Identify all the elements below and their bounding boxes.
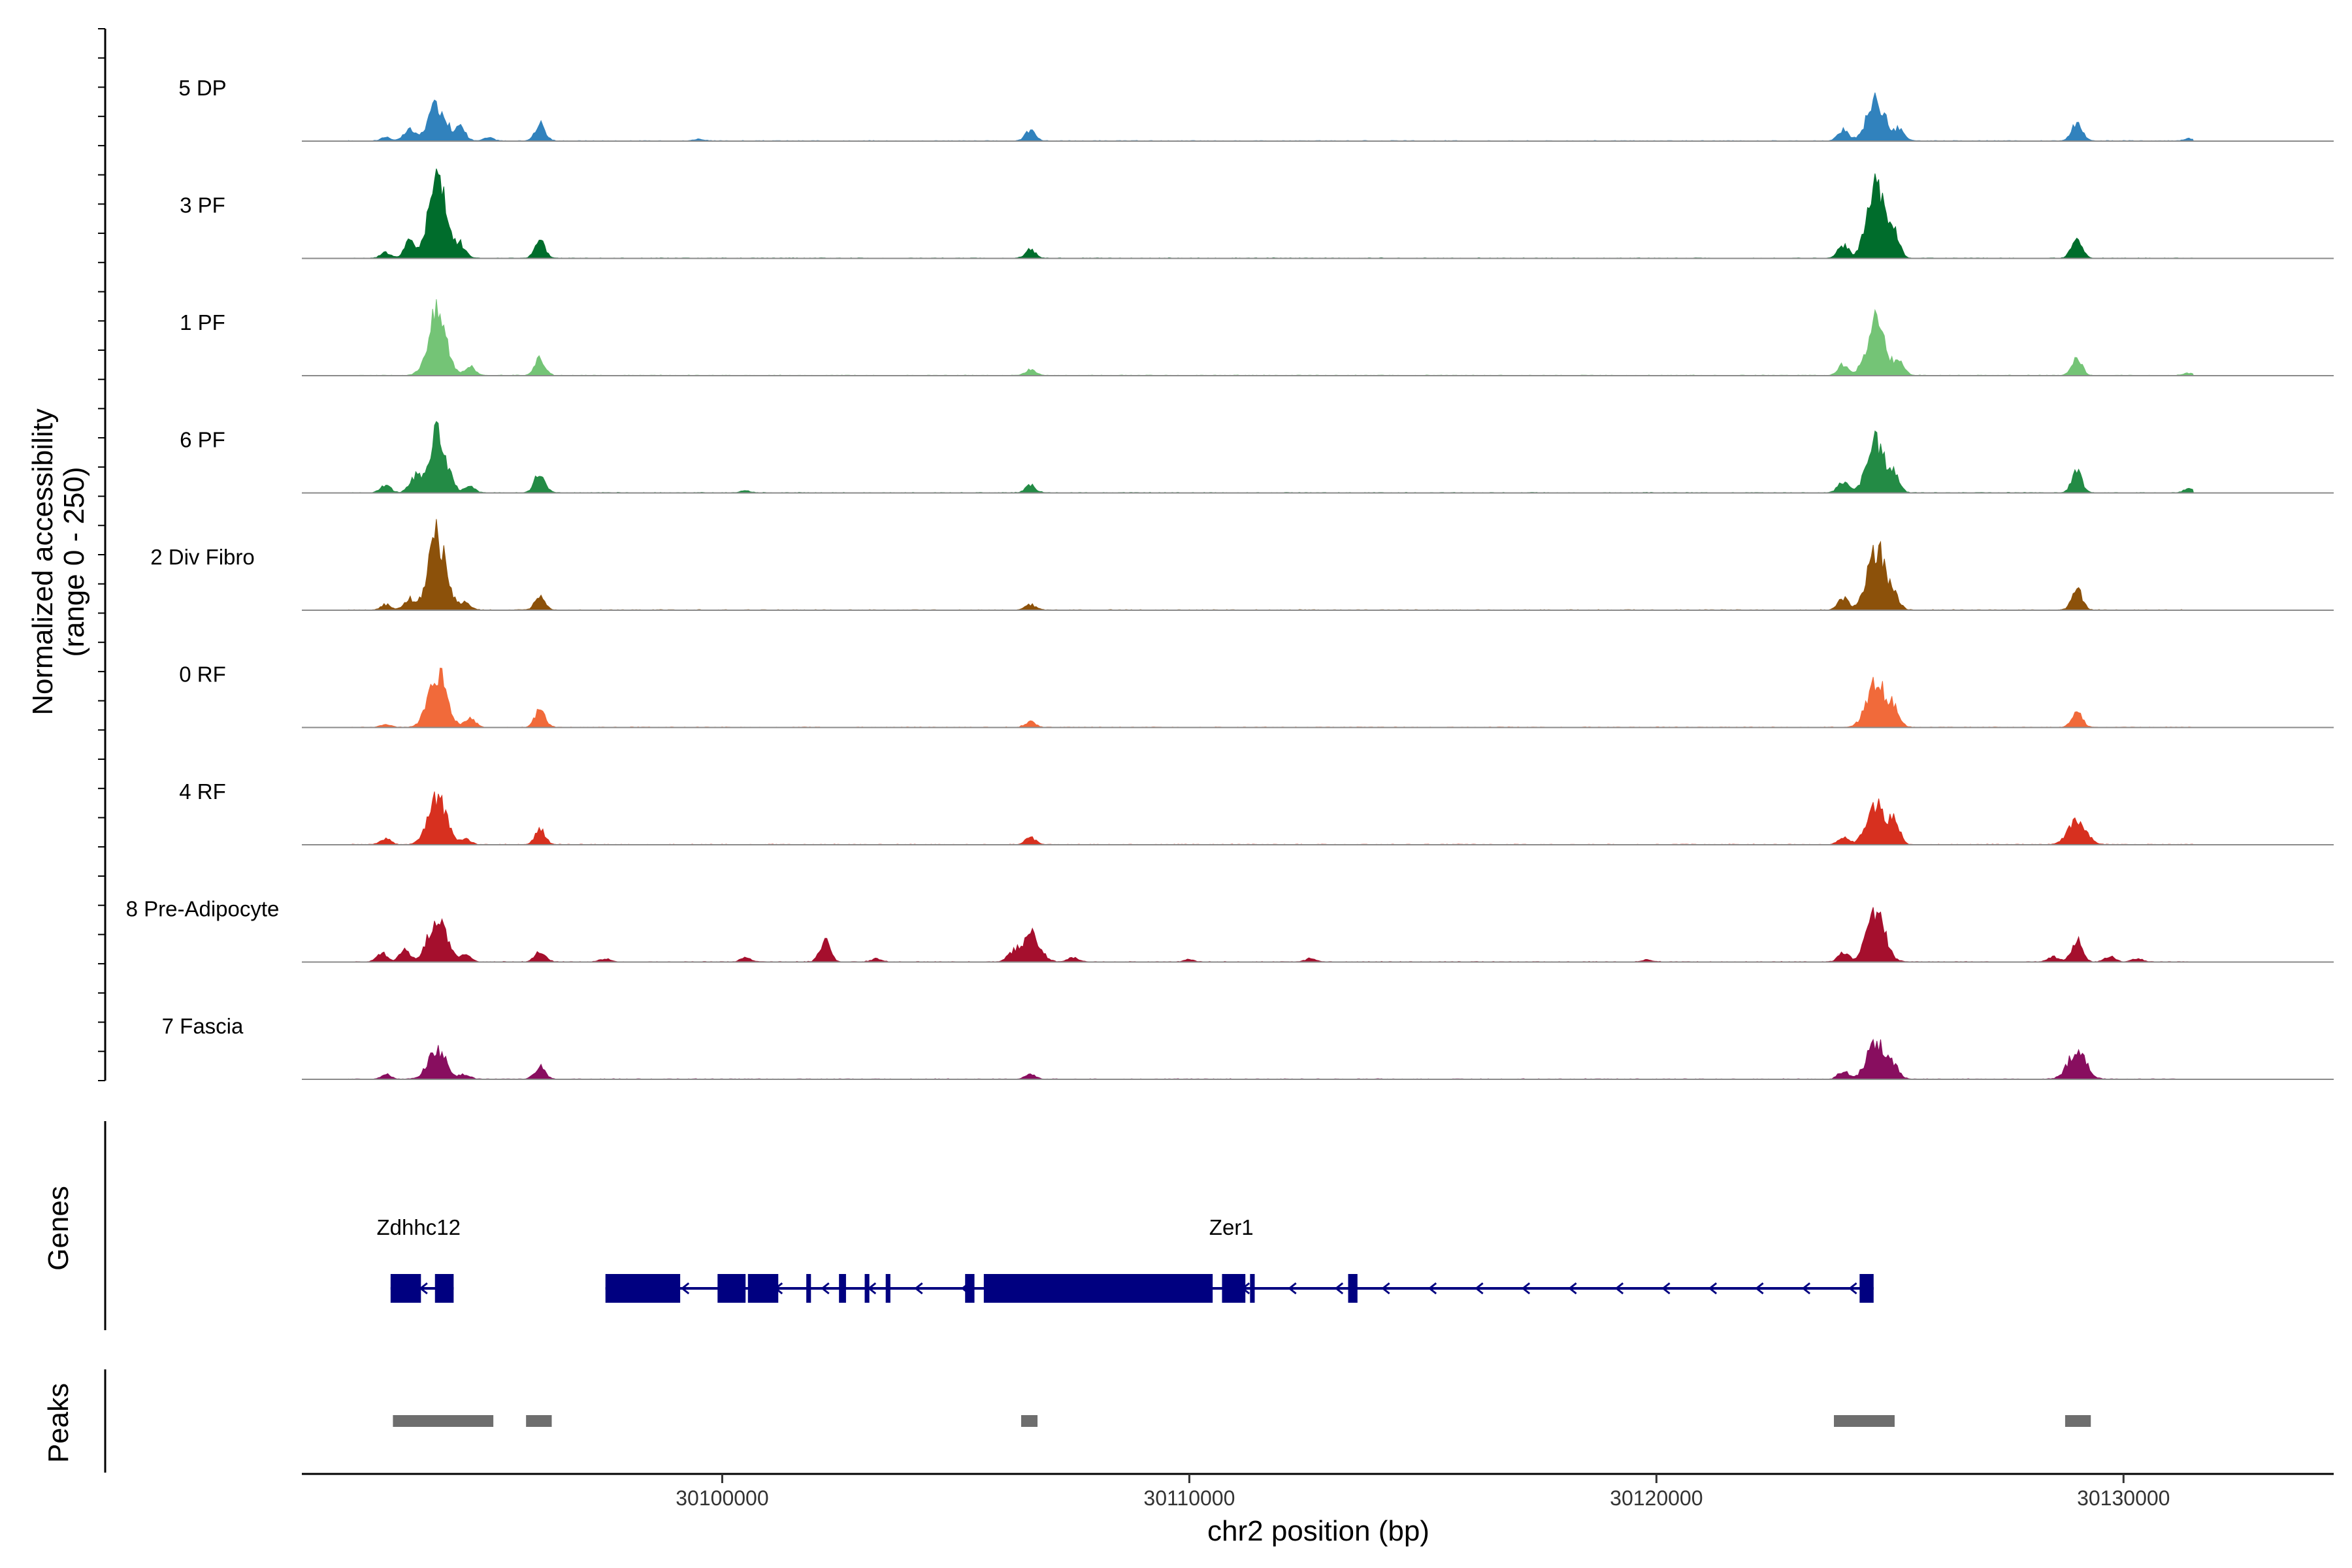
track-label: 1 PF: [180, 310, 225, 335]
coverage-area: [348, 668, 2194, 728]
y-axis-title-line1: Normalized accessibility: [27, 408, 59, 715]
strand-arrow: [1568, 1282, 1577, 1295]
peaks-panel-label: Peaks: [42, 1383, 74, 1463]
track-1-pf: 1 PF: [180, 299, 2334, 376]
track-label: 6 PF: [180, 428, 225, 452]
gene-exon: [1348, 1274, 1358, 1303]
strand-arrow: [1381, 1282, 1390, 1295]
x-axis-title: chr2 position (bp): [1207, 1515, 1429, 1547]
gene-exon: [839, 1274, 846, 1303]
coverage-area: [348, 92, 2195, 142]
track-7-fascia: 7 Fascia: [162, 1014, 2334, 1080]
peak-region: [2065, 1415, 2091, 1427]
track-label: 8 Pre-Adipocyte: [126, 897, 280, 921]
gene-exon: [1859, 1274, 1874, 1303]
strand-arrow: [1521, 1282, 1531, 1295]
coverage-area: [348, 1038, 2194, 1080]
gene-exon: [885, 1274, 890, 1303]
track-5-dp: 5 DP: [178, 76, 2334, 142]
gene-exon: [965, 1274, 975, 1303]
strand-arrow: [1661, 1282, 1671, 1295]
coverage-area: [348, 907, 2194, 963]
genes-panel-label: Genes: [42, 1186, 74, 1271]
gene-exon: [605, 1274, 681, 1303]
strand-arrow: [1708, 1282, 1718, 1295]
gene-exon: [747, 1274, 779, 1303]
coverage-area: [348, 791, 2195, 845]
y-axis-title-line2: (range 0 - 250): [58, 466, 90, 657]
track-label: 5 DP: [178, 76, 226, 100]
track-3-pf: 3 PF: [180, 169, 2334, 259]
x-tick-label: 30110000: [1143, 1486, 1235, 1510]
track-label: 2 Div Fibro: [150, 545, 255, 569]
gene-label: Zdhhc12: [377, 1215, 461, 1239]
track-4-rf: 4 RF: [179, 779, 2334, 845]
gene-exon: [1222, 1274, 1246, 1303]
track-6-pf: 6 PF: [180, 421, 2334, 494]
peak-region: [1021, 1415, 1038, 1427]
strand-arrow: [1755, 1282, 1764, 1295]
gene-exon: [717, 1274, 746, 1303]
peak-annotation-track: [104, 1369, 2091, 1473]
coverage-area: [348, 299, 2195, 376]
strand-arrow: [821, 1282, 830, 1295]
gene-exon: [434, 1274, 454, 1303]
gene-exon: [806, 1274, 811, 1303]
track-label: 0 RF: [179, 662, 226, 687]
track-label: 3 PF: [180, 193, 225, 218]
strand-arrow: [680, 1282, 690, 1295]
peak-region: [526, 1415, 552, 1427]
coverage-tracks: 5 DP 3 PF 1 PF 6 PF 2 Div Fibro 0 RF 4 RF 8 Pre…: [98, 28, 2334, 1081]
strand-arrow: [1801, 1282, 1811, 1295]
strand-arrow: [914, 1282, 923, 1295]
track-label: 4 RF: [179, 779, 226, 804]
gene-exon: [864, 1274, 870, 1303]
gene-zdhhc12: Zdhhc12: [377, 1215, 461, 1303]
gene-label: Zer1: [1209, 1215, 1254, 1239]
gene-exon: [983, 1274, 1213, 1303]
x-tick-label: 30130000: [2077, 1486, 2170, 1510]
strand-arrow: [1848, 1282, 1857, 1295]
peak-region: [393, 1415, 494, 1427]
strand-arrow: [1614, 1282, 1624, 1295]
strand-arrow: [1475, 1282, 1484, 1295]
peak-region: [1834, 1415, 1895, 1427]
x-tick-label: 30120000: [1610, 1486, 1703, 1510]
coverage-area: [348, 519, 2194, 611]
coverage-area: [348, 421, 2195, 494]
track-2-div-fibro: 2 Div Fibro: [150, 519, 2334, 611]
strand-arrow: [1288, 1282, 1297, 1295]
track-label: 7 Fascia: [162, 1014, 244, 1038]
track-8-pre-adipocyte: 8 Pre-Adipocyte: [126, 897, 2334, 963]
x-tick-label: 30100000: [676, 1486, 768, 1510]
strand-arrow: [1334, 1282, 1344, 1295]
track-0-rf: 0 RF: [179, 662, 2334, 728]
coverage-area: [348, 169, 2194, 259]
gene-annotation-track: Zdhhc12 Zer1: [104, 1121, 1874, 1330]
x-axis: 30100000 30110000 30120000 30130000: [302, 1473, 2334, 1510]
strand-arrow: [1428, 1282, 1437, 1295]
gene-exon: [1250, 1274, 1255, 1303]
gene-exon: [390, 1274, 421, 1303]
gene-zer1: Zer1: [605, 1215, 1874, 1303]
